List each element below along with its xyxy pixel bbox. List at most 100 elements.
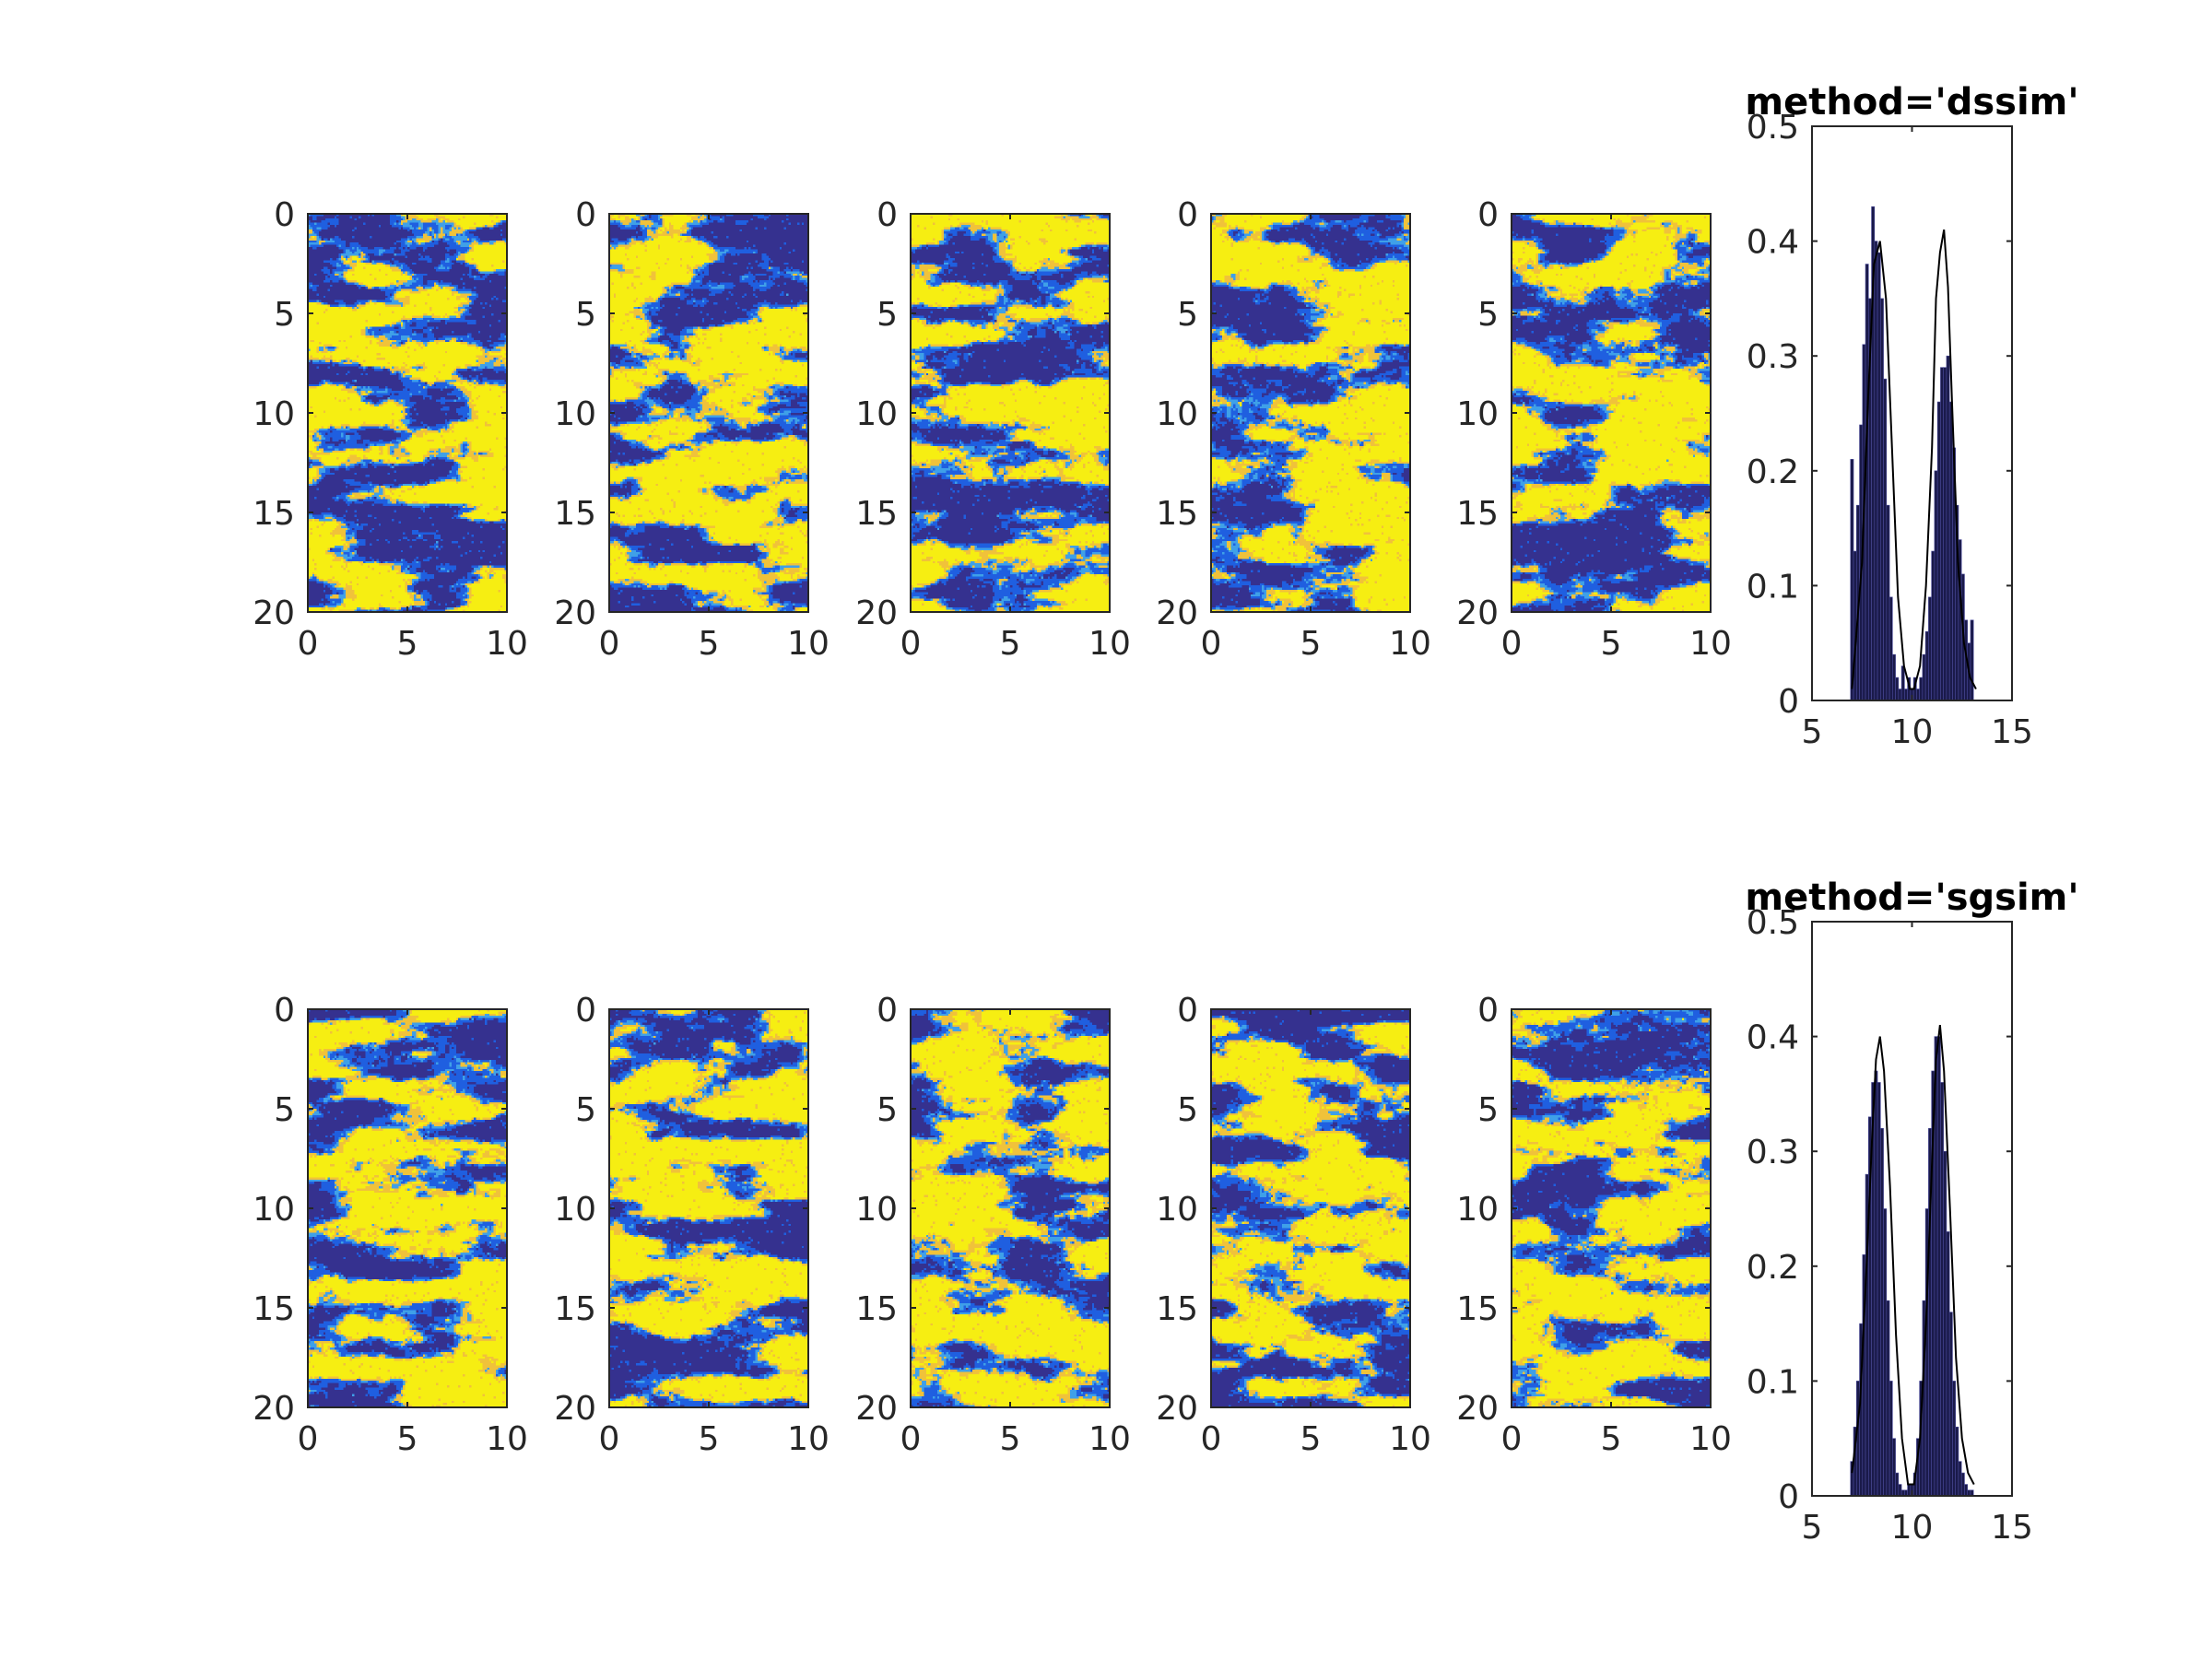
realization-field <box>911 214 1110 612</box>
y-tick-label: 0 <box>1177 992 1198 1030</box>
x-tick-label: 0 <box>900 1420 922 1458</box>
x-tick-label: 5 <box>1000 1420 1021 1458</box>
x-tick-label: 5 <box>1802 713 1823 751</box>
x-tick-label: 0 <box>1201 625 1222 663</box>
x-tick-label: 10 <box>486 1420 528 1458</box>
histogram-bar <box>1880 1127 1884 1497</box>
realization-field <box>1512 1009 1711 1407</box>
y-tick-label: 15 <box>1456 1290 1499 1328</box>
y-tick-label: 5 <box>575 296 596 334</box>
y-tick-label: 20 <box>855 1390 898 1428</box>
histogram-bar <box>1895 1472 1900 1497</box>
histogram-bar <box>1943 1150 1947 1497</box>
reference-distribution-line <box>1851 229 1977 690</box>
x-tick-label: 15 <box>1991 713 2033 751</box>
y-tick-label: 15 <box>253 495 295 533</box>
y-tick-label: 20 <box>855 594 898 632</box>
histogram-bar <box>1865 264 1869 701</box>
y-tick-label: 5 <box>274 296 295 334</box>
histogram-bar <box>1964 1484 1969 1497</box>
histogram-bar <box>1916 688 1920 701</box>
y-tick-label: 15 <box>1156 1290 1198 1328</box>
histogram-bar <box>1952 1381 1956 1497</box>
y-tick-label: 10 <box>554 1191 596 1229</box>
x-tick-label: 5 <box>1300 625 1322 663</box>
y-tick-label: 15 <box>554 495 596 533</box>
y-tick-label: 15 <box>253 1290 295 1328</box>
x-tick-label: 0 <box>599 625 620 663</box>
histogram-bar <box>1874 241 1878 701</box>
histogram-bar <box>1880 298 1884 701</box>
y-tick-label: 0 <box>575 992 596 1030</box>
x-tick-label: 10 <box>787 625 830 663</box>
histogram-bar <box>1940 367 1944 701</box>
histogram-bar <box>1970 619 1974 701</box>
histogram-bar <box>1898 688 1902 701</box>
histogram-bar <box>1855 1381 1860 1497</box>
x-tick-label: 10 <box>1891 713 1934 751</box>
y-tick-label: 5 <box>1477 296 1499 334</box>
y-tick-label: 10 <box>1456 395 1499 433</box>
y-tick-label: 10 <box>855 1191 898 1229</box>
y-tick-label: 10 <box>1156 1191 1198 1229</box>
y-tick-label: 0 <box>877 992 898 1030</box>
x-tick-label: 5 <box>1601 1420 1622 1458</box>
x-tick-label: 10 <box>1389 625 1431 663</box>
histogram-bar <box>1883 378 1888 701</box>
histogram-bar <box>1948 401 1953 701</box>
reference-distribution-line <box>1851 1025 1975 1486</box>
histogram-bar <box>1877 1082 1881 1497</box>
y-tick-label: 0 <box>1778 683 1799 721</box>
x-tick-label: 0 <box>1501 1420 1523 1458</box>
y-tick-label: 10 <box>554 395 596 433</box>
y-tick-label: 0 <box>1477 196 1499 234</box>
y-tick-label: 20 <box>554 1390 596 1428</box>
y-tick-label: 0.3 <box>1747 338 1799 376</box>
histogram-bar <box>1955 1426 1959 1497</box>
y-tick-label: 15 <box>554 1290 596 1328</box>
histogram-bar <box>1898 1484 1902 1497</box>
x-tick-label: 5 <box>699 1420 720 1458</box>
x-tick-label: 5 <box>1000 625 1021 663</box>
histogram-panel: 0 0.1 0.2 0.3 0.4 0.5 5 10 15 method='sgsim' <box>1745 877 2078 1547</box>
y-tick-label: 0.2 <box>1747 1249 1799 1287</box>
y-tick-label: 0.4 <box>1747 224 1799 262</box>
x-tick-label: 5 <box>699 625 720 663</box>
histogram-bar <box>1946 1231 1950 1497</box>
histogram-bar <box>1853 550 1857 701</box>
histogram-bar <box>1895 677 1900 701</box>
realization-field <box>308 214 507 612</box>
y-tick-label: 10 <box>855 395 898 433</box>
x-tick-label: 0 <box>298 1420 319 1458</box>
histogram-bar <box>1928 596 1932 701</box>
y-tick-label: 5 <box>1177 296 1198 334</box>
histogram-bar <box>1946 355 1950 701</box>
y-tick-label: 20 <box>1456 1390 1499 1428</box>
x-tick-label: 10 <box>1088 1420 1131 1458</box>
histogram-bar <box>1904 688 1908 701</box>
y-tick-label: 20 <box>253 1390 295 1428</box>
histogram-bar <box>1919 677 1924 701</box>
y-tick-label: 20 <box>1156 594 1198 632</box>
histogram-title: method='dssim' <box>1745 81 2078 124</box>
x-tick-label: 10 <box>1689 625 1732 663</box>
y-tick-label: 0.1 <box>1747 1363 1799 1401</box>
histogram-bar <box>1924 630 1929 701</box>
y-tick-label: 0.4 <box>1747 1019 1799 1057</box>
realization-field <box>609 214 808 612</box>
x-tick-label: 5 <box>1802 1509 1823 1547</box>
realization-field <box>1211 1009 1410 1407</box>
x-tick-label: 10 <box>1891 1509 1934 1547</box>
histogram-bar <box>1892 653 1896 701</box>
histogram-bar <box>1958 1461 1962 1497</box>
realization-field <box>911 1009 1110 1407</box>
y-tick-label: 0.5 <box>1747 109 1799 147</box>
realization-field <box>1211 214 1410 612</box>
